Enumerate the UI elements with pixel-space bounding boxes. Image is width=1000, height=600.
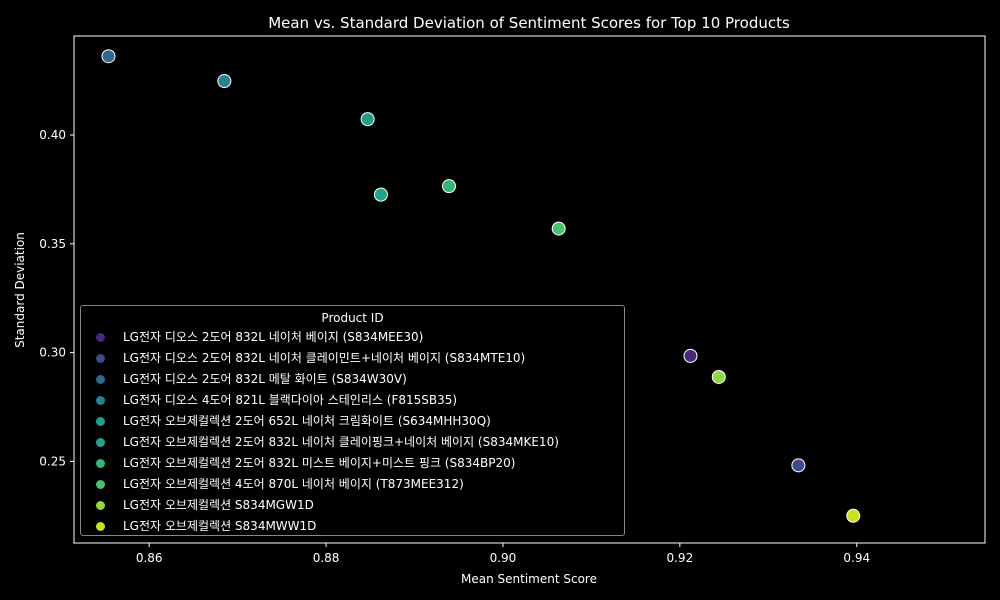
legend-marker xyxy=(96,417,105,426)
legend: Product ID LG전자 디오스 2도어 832L 네이처 베이지 (S8… xyxy=(80,305,625,536)
legend-label: LG전자 오브제컬렉션 2도어 832L 네이처 클레이핑크+네이처 베이지 (… xyxy=(123,435,559,449)
chart-title: Mean vs. Standard Deviation of Sentiment… xyxy=(268,14,790,32)
legend-label: LG전자 오브제컬렉션 2도어 832L 미스트 베이지+미스트 핑크 (S83… xyxy=(123,456,516,470)
y-tick-label: 0.40 xyxy=(39,128,66,142)
data-point xyxy=(791,458,806,473)
legend-entry: LG전자 오브제컬렉션 2도어 832L 네이처 클레이핑크+네이처 베이지 (… xyxy=(81,432,624,453)
legend-marker xyxy=(96,522,105,531)
x-tick-label: 0.94 xyxy=(843,551,870,565)
data-point xyxy=(217,74,232,89)
legend-entry: LG전자 오브제컬렉션 2도어 652L 네이처 크림화이트 (S634MHH3… xyxy=(81,411,624,432)
legend-title: Product ID xyxy=(321,311,384,325)
legend-marker xyxy=(96,396,105,405)
legend-label: LG전자 디오스 2도어 832L 네이처 클레이민트+네이처 베이지 (S83… xyxy=(123,351,526,365)
data-point xyxy=(551,221,566,236)
legend-entry: LG전자 디오스 4도어 821L 블랙다이아 스테인리스 (F815SB35) xyxy=(81,390,624,411)
legend-label: LG전자 디오스 4도어 821L 블랙다이아 스테인리스 (F815SB35) xyxy=(123,393,458,407)
data-points xyxy=(101,49,861,523)
data-point xyxy=(846,508,861,523)
legend-marker xyxy=(96,354,105,363)
legend-label: LG전자 오브제컬렉션 4도어 870L 네이처 베이지 (T873MEE312… xyxy=(123,477,464,491)
legend-label: LG전자 오브제컬렉션 2도어 652L 네이처 크림화이트 (S634MHH3… xyxy=(123,414,491,428)
legend-entry: LG전자 오브제컬렉션 4도어 870L 네이처 베이지 (T873MEE312… xyxy=(81,474,624,495)
legend-label: LG전자 오브제컬렉션 S834MWW1D xyxy=(123,519,317,533)
legend-marker xyxy=(96,501,105,510)
legend-entry: LG전자 오브제컬렉션 2도어 832L 미스트 베이지+미스트 핑크 (S83… xyxy=(81,453,624,474)
data-point xyxy=(101,49,116,64)
data-point xyxy=(711,369,726,384)
y-tick-label: 0.25 xyxy=(39,454,66,468)
legend-label: LG전자 오브제컬렉션 S834MGW1D xyxy=(123,498,314,512)
legend-marker xyxy=(96,480,105,489)
legend-entry: LG전자 디오스 2도어 832L 네이처 클레이민트+네이처 베이지 (S83… xyxy=(81,348,624,369)
x-axis-label: Mean Sentiment Score xyxy=(461,572,597,586)
x-tick-label: 0.86 xyxy=(136,551,163,565)
y-axis-label: Standard Deviation xyxy=(13,232,27,348)
data-point xyxy=(360,112,375,127)
legend-label: LG전자 디오스 2도어 832L 네이처 베이지 (S834MEE30) xyxy=(123,330,424,344)
x-tick-label: 0.90 xyxy=(490,551,517,565)
x-axis: 0.86 0.88 0.90 0.92 0.94 xyxy=(136,543,870,565)
data-point xyxy=(442,179,457,194)
legend-entry: LG전자 오브제컬렉션 S834MGW1D xyxy=(81,495,624,516)
legend-items: LG전자 디오스 2도어 832L 네이처 베이지 (S834MEE30) LG전… xyxy=(81,327,624,537)
x-tick-label: 0.88 xyxy=(313,551,340,565)
x-tick-label: 0.92 xyxy=(666,551,693,565)
plot-area-frame xyxy=(73,35,986,544)
legend-marker xyxy=(96,333,105,342)
y-tick-label: 0.35 xyxy=(39,237,66,251)
y-axis: 0.25 0.30 0.35 0.40 xyxy=(39,128,74,468)
y-tick-label: 0.30 xyxy=(39,346,66,360)
legend-entry: LG전자 디오스 2도어 832L 네이처 베이지 (S834MEE30) xyxy=(81,327,624,348)
data-point xyxy=(683,348,698,363)
legend-entry: LG전자 디오스 2도어 832L 메탈 화이트 (S834W30V) xyxy=(81,369,624,390)
legend-marker xyxy=(96,459,105,468)
data-point xyxy=(373,187,388,202)
legend-label: LG전자 디오스 2도어 832L 메탈 화이트 (S834W30V) xyxy=(123,372,407,386)
legend-marker xyxy=(96,375,105,384)
legend-entry: LG전자 오브제컬렉션 S834MWW1D xyxy=(81,516,624,537)
legend-marker xyxy=(96,438,105,447)
